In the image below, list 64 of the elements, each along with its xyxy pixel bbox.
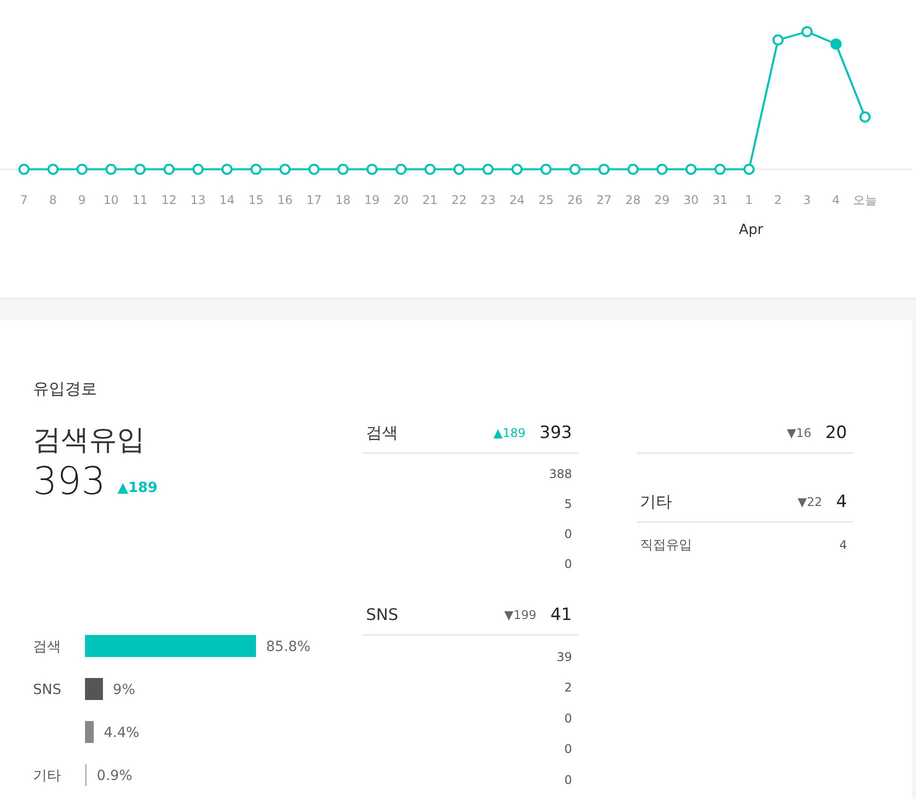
x-tick-label: 22 bbox=[451, 193, 467, 207]
row-value: 5 bbox=[564, 497, 572, 511]
title: 유입경로 bbox=[33, 379, 97, 398]
y-tick-label: SNS bbox=[33, 682, 62, 698]
row-value: 39 bbox=[556, 650, 572, 664]
annotation: 41 bbox=[550, 605, 572, 625]
x-tick-label: 7 bbox=[20, 193, 28, 207]
x-tick-label: 19 bbox=[364, 193, 380, 207]
x-tick-label: 30 bbox=[683, 193, 699, 207]
x-tick-label: 3 bbox=[803, 193, 811, 207]
row-value: 4 bbox=[839, 538, 847, 552]
x-tick-label: 31 bbox=[712, 193, 728, 207]
annotation: 393 bbox=[33, 459, 106, 503]
x-tick-label: 1 bbox=[745, 193, 753, 207]
x-tick-label: 10 bbox=[103, 193, 119, 207]
data-label: 85.8% bbox=[266, 639, 310, 655]
row-value: 2 bbox=[564, 680, 572, 695]
x-tick-label: 13 bbox=[190, 193, 206, 207]
row-value: 0 bbox=[564, 711, 572, 726]
title: 기타 bbox=[640, 492, 672, 511]
annotation: Apr bbox=[738, 222, 764, 238]
row-value: 0 bbox=[564, 527, 572, 541]
x-tick-label: 23 bbox=[480, 193, 496, 207]
x-tick-label: 26 bbox=[567, 193, 583, 207]
y-tick-label: 기타 bbox=[33, 768, 61, 784]
x-tick-label: 29 bbox=[654, 193, 670, 207]
x-tick-label: 16 bbox=[277, 193, 293, 207]
annotation: ▲189 bbox=[118, 480, 158, 496]
annotation: 4 bbox=[836, 492, 847, 512]
x-tick-label: 24 bbox=[509, 193, 525, 207]
annotation: ▼22 bbox=[798, 495, 822, 509]
title: SNS bbox=[366, 605, 398, 624]
annotation: ▼199 bbox=[504, 608, 536, 622]
row-label: 직접유입 bbox=[640, 538, 692, 553]
x-tick-label: 9 bbox=[78, 193, 86, 207]
x-tick-label: 25 bbox=[538, 193, 554, 207]
row-value: 0 bbox=[564, 742, 572, 756]
data-label: 9% bbox=[112, 682, 136, 698]
x-tick-label: 21 bbox=[422, 193, 438, 207]
x-tick-label: 11 bbox=[132, 193, 148, 207]
annotation: ▲189 bbox=[493, 426, 526, 440]
x-tick-label: 18 bbox=[335, 193, 351, 207]
x-tick-label: 14 bbox=[219, 193, 235, 207]
x-tick-label: 12 bbox=[161, 193, 177, 207]
annotation: ▼16 bbox=[786, 426, 812, 440]
x-tick-label: 2 bbox=[774, 193, 782, 207]
x-tick-label: 17 bbox=[306, 193, 322, 207]
x-tick-label: 20 bbox=[393, 193, 409, 207]
x-tick-label: 오늘 bbox=[853, 193, 877, 207]
subtitle: 검색유입 bbox=[33, 423, 145, 456]
title: 검색 bbox=[366, 423, 398, 442]
x-tick-label: 4 bbox=[832, 193, 840, 207]
annotation: 393 bbox=[540, 423, 572, 443]
x-tick-label: 8 bbox=[49, 193, 57, 207]
y-tick-label: 검색 bbox=[33, 639, 61, 655]
row-value: 0 bbox=[564, 772, 572, 787]
x-tick-label: 27 bbox=[596, 193, 612, 207]
x-tick-label: 15 bbox=[248, 193, 264, 207]
x-tick-label: 28 bbox=[625, 193, 641, 207]
data-label: 0.9% bbox=[96, 768, 132, 784]
row-value: 388 bbox=[549, 467, 572, 481]
annotation: 20 bbox=[825, 423, 847, 443]
data-label: 4.4% bbox=[104, 725, 140, 741]
row-value: 0 bbox=[564, 557, 572, 571]
